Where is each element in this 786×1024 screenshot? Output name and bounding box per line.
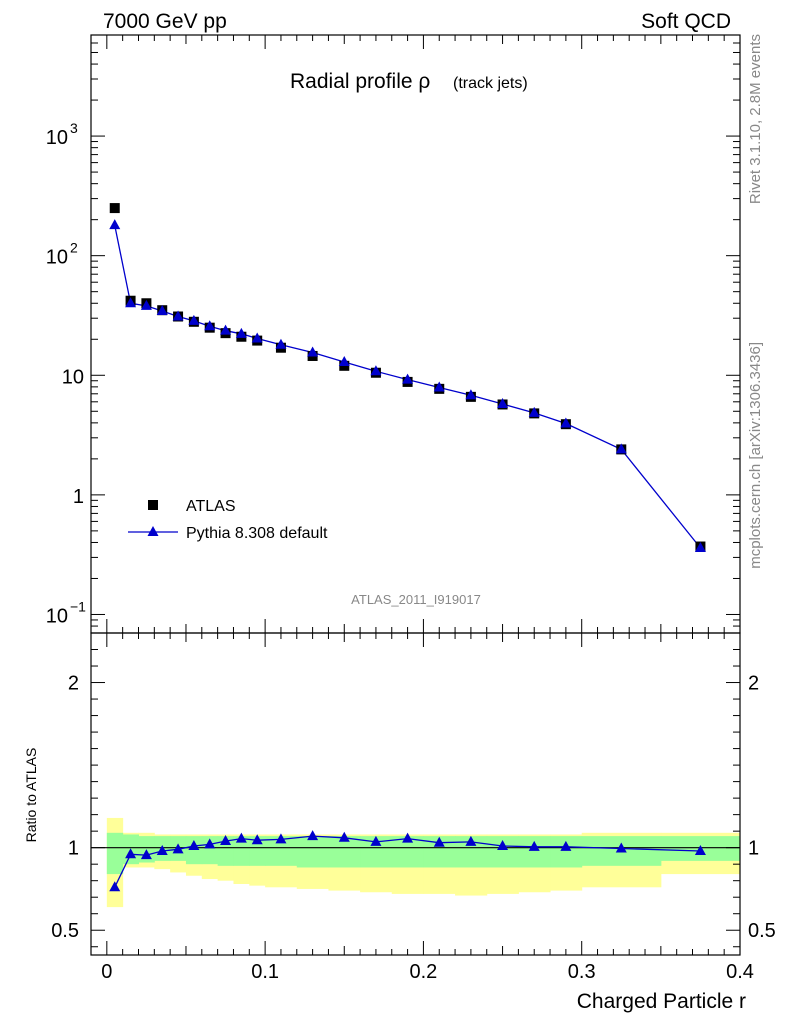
rivet-info: Rivet 3.1.10, 2.8M events bbox=[747, 34, 764, 204]
pythia-point bbox=[528, 406, 540, 417]
bottom-panel-frame bbox=[90, 632, 741, 956]
y-tick-label: 10 bbox=[46, 127, 68, 149]
x-tick-label: 0 bbox=[101, 961, 112, 983]
band-inner bbox=[233, 836, 250, 866]
ratio-line bbox=[114, 835, 701, 888]
x-axis-label: Charged Particle r bbox=[577, 990, 746, 1013]
pythia-point bbox=[497, 398, 509, 409]
y-tick-exponent: −1 bbox=[70, 598, 86, 614]
legend-pythia-label: Pythia 8.308 default bbox=[186, 525, 328, 542]
legend-pythia-marker bbox=[147, 526, 159, 536]
ratio-point bbox=[220, 835, 232, 846]
ratio-point bbox=[125, 848, 137, 859]
ratio-point bbox=[307, 830, 319, 841]
ratio-point bbox=[109, 881, 121, 892]
watermark: ATLAS_2011_I919017 bbox=[351, 592, 481, 607]
band-inner bbox=[296, 836, 329, 868]
ratio-point bbox=[251, 834, 263, 845]
y-tick-label: 10 bbox=[46, 605, 68, 627]
pythia-point bbox=[615, 443, 627, 454]
pythia-point bbox=[251, 332, 263, 343]
band-inner bbox=[106, 832, 124, 875]
pythia-point bbox=[140, 299, 152, 310]
pythia-point bbox=[433, 381, 445, 392]
y-tick-label: 1 bbox=[73, 486, 84, 508]
ratio-point bbox=[465, 835, 477, 846]
band-inner bbox=[185, 836, 203, 865]
ratio-point bbox=[204, 838, 216, 849]
y-tick-label: 10 bbox=[46, 247, 68, 269]
ratio-point bbox=[528, 840, 540, 851]
pythia-point bbox=[204, 320, 216, 331]
ratio-y-tick-label: 2 bbox=[68, 673, 79, 695]
pythia-point bbox=[275, 338, 287, 349]
mcplots-info: mcplots.cern.ch [arXiv:1306.3436] bbox=[747, 342, 764, 569]
ratio-point bbox=[188, 840, 200, 851]
y-tick-exponent: 2 bbox=[70, 240, 78, 256]
x-tick-label: 0.2 bbox=[410, 961, 438, 983]
ratio-point bbox=[497, 840, 509, 851]
ratio-point bbox=[560, 840, 572, 851]
y-tick-exponent: 3 bbox=[70, 120, 78, 136]
ratio-y-tick-label-right: 0.5 bbox=[748, 920, 776, 942]
x-tick-label: 0.1 bbox=[251, 961, 279, 983]
ratio-y-tick-label: 1 bbox=[68, 838, 79, 860]
y-tick-label: 10 bbox=[62, 366, 84, 388]
atlas-point bbox=[109, 203, 120, 214]
pythia-point bbox=[560, 417, 572, 428]
ratio-point bbox=[370, 835, 382, 846]
x-tick-label: 0.4 bbox=[726, 961, 754, 983]
ratio-point bbox=[433, 836, 445, 847]
ratio-y-tick-label-right: 2 bbox=[748, 673, 759, 695]
pythia-point bbox=[172, 310, 184, 321]
ratio-point bbox=[694, 844, 706, 855]
x-tick-label: 0.3 bbox=[568, 961, 596, 983]
header-right: Soft QCD bbox=[641, 10, 731, 33]
ratio-point bbox=[156, 844, 168, 855]
ratio-point bbox=[615, 842, 627, 853]
ratio-point bbox=[275, 833, 287, 844]
top-panel-frame bbox=[90, 34, 741, 634]
ratio-y-tick-label-right: 1 bbox=[748, 838, 759, 860]
header-left: 7000 GeV pp bbox=[103, 10, 227, 33]
pythia-point bbox=[235, 327, 247, 338]
pythia-point bbox=[156, 304, 168, 315]
band-inner bbox=[550, 836, 583, 868]
pythia-point bbox=[307, 346, 319, 357]
ratio-point bbox=[338, 831, 350, 842]
pythia-point bbox=[125, 297, 137, 308]
pythia-point bbox=[402, 373, 414, 384]
ratio-point bbox=[235, 832, 247, 843]
pythia-point bbox=[465, 389, 477, 400]
band-inner bbox=[518, 836, 551, 868]
ratio-y-tick-label: 0.5 bbox=[51, 920, 79, 942]
legend-atlas-label: ATLAS bbox=[186, 498, 236, 515]
legend: ATLAS Pythia 8.308 default bbox=[128, 498, 328, 542]
y-axis-label-ratio: Ratio to ATLAS bbox=[23, 748, 39, 843]
main-subtitle: (track jets) bbox=[453, 75, 528, 92]
pythia-line bbox=[114, 224, 701, 549]
ratio-point bbox=[172, 843, 184, 854]
pythia-point bbox=[338, 356, 350, 367]
pythia-point bbox=[694, 541, 706, 552]
legend-atlas-marker bbox=[148, 500, 158, 510]
ratio-point bbox=[402, 832, 414, 843]
ratio-point bbox=[140, 849, 152, 860]
pythia-point bbox=[109, 219, 121, 230]
pythia-point bbox=[188, 314, 200, 325]
pythia-point bbox=[220, 324, 232, 335]
band-inner bbox=[138, 836, 155, 863]
main-title: Radial profile ρ bbox=[290, 70, 430, 93]
pythia-point bbox=[370, 365, 382, 376]
